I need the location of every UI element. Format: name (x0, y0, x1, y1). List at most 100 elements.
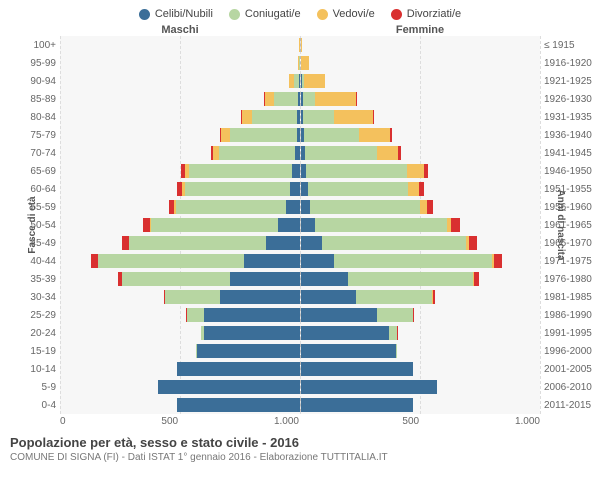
bar-segment (301, 236, 323, 250)
birth-label: 1921-1925 (544, 76, 598, 87)
bar-segment (204, 308, 300, 322)
bar-segment (230, 128, 297, 142)
bar-segment (177, 362, 299, 376)
bar-segment (266, 236, 300, 250)
bar-segment (265, 92, 275, 106)
birth-label: 1936-1940 (544, 130, 598, 141)
bar-segment (177, 398, 299, 412)
pyramid-row: 45-491966-1970 (60, 234, 540, 252)
bar-female (301, 362, 541, 376)
bar-male (60, 272, 301, 286)
bar-male (60, 128, 301, 142)
age-label: 70-74 (20, 148, 56, 159)
pyramid-row: 95-991916-1920 (60, 54, 540, 72)
xaxis-female: 05001.000 (300, 416, 540, 427)
bar-female (301, 308, 541, 322)
bar-segment (301, 362, 414, 376)
header-male: Maschi (60, 24, 300, 36)
bar-female (301, 110, 541, 124)
bar-segment (204, 326, 300, 340)
gridline (540, 36, 541, 414)
bar-male (60, 326, 301, 340)
bar-segment (185, 182, 290, 196)
bar-segment (122, 236, 129, 250)
pyramid-row: 85-891926-1930 (60, 90, 540, 108)
birth-label: 1961-1965 (544, 220, 598, 231)
bar-segment (252, 110, 298, 124)
legend-swatch (391, 9, 402, 20)
birth-label: 2001-2005 (544, 364, 598, 375)
pyramid-row: 0-42011-2015 (60, 396, 540, 414)
bar-segment (305, 146, 377, 160)
bar-segment (301, 218, 315, 232)
bar-segment (373, 110, 374, 124)
bar-female (301, 200, 541, 214)
bar-segment (424, 164, 428, 178)
bar-segment (122, 272, 230, 286)
legend: Celibi/NubiliConiugati/eVedovi/eDivorzia… (0, 0, 600, 24)
bar-male (60, 200, 301, 214)
pyramid-row: 15-191996-2000 (60, 342, 540, 360)
bar-female (301, 398, 541, 412)
bar-segment (301, 344, 397, 358)
bar-segment (433, 290, 435, 304)
birth-label: 1966-1970 (544, 238, 598, 249)
pyramid-row: 40-441971-1975 (60, 252, 540, 270)
bar-segment (295, 146, 299, 160)
bar-segment (334, 254, 492, 268)
pyramid-row: 25-291986-1990 (60, 306, 540, 324)
bar-male (60, 362, 301, 376)
bar-female (301, 146, 541, 160)
birth-label: 1981-1985 (544, 292, 598, 303)
bar-segment (158, 380, 299, 394)
bar-segment (419, 182, 424, 196)
bar-segment (334, 110, 372, 124)
bar-segment (165, 290, 220, 304)
bar-male (60, 146, 301, 160)
bar-female (301, 236, 541, 250)
pyramid-row: 90-941921-1925 (60, 72, 540, 90)
bar-female (301, 92, 541, 106)
bar-segment (356, 92, 357, 106)
bar-segment (474, 272, 479, 286)
bar-segment (301, 290, 356, 304)
bar-segment (151, 218, 278, 232)
birth-label: 1946-1950 (544, 166, 598, 177)
bar-segment (220, 290, 299, 304)
bar-male (60, 92, 301, 106)
bar-female (301, 74, 541, 88)
bar-male (60, 110, 301, 124)
birth-label: 2011-2015 (544, 400, 598, 411)
age-label: 5-9 (20, 382, 56, 393)
bar-segment (176, 200, 286, 214)
bar-female (301, 128, 541, 142)
pyramid-row: 30-341981-1985 (60, 288, 540, 306)
bar-segment (242, 110, 252, 124)
bar-segment (301, 272, 349, 286)
age-label: 95-99 (20, 58, 56, 69)
pyramid-row: 75-791936-1940 (60, 126, 540, 144)
bar-segment (315, 218, 447, 232)
bar-segment (187, 308, 204, 322)
bar-segment (308, 182, 409, 196)
bar-female (301, 38, 541, 52)
birth-label: 1916-1920 (544, 58, 598, 69)
legend-item: Vedovi/e (317, 8, 375, 20)
bar-segment (301, 308, 378, 322)
chart-subtitle: COMUNE DI SIGNA (FI) - Dati ISTAT 1° gen… (0, 452, 600, 463)
bar-segment (301, 182, 308, 196)
bar-segment (301, 326, 390, 340)
legend-item: Coniugati/e (229, 8, 301, 20)
bar-segment (274, 92, 298, 106)
gender-headers: Maschi Femmine (0, 24, 600, 36)
birth-label: 1931-1935 (544, 112, 598, 123)
pyramid-row: 10-142001-2005 (60, 360, 540, 378)
bar-segment (286, 200, 299, 214)
xtick: 1.000 (274, 416, 299, 427)
legend-item: Celibi/Nubili (139, 8, 213, 20)
bar-segment (301, 56, 308, 70)
birth-label: 1986-1990 (544, 310, 598, 321)
age-label: 45-49 (20, 238, 56, 249)
bar-segment (299, 56, 300, 70)
bar-female (301, 254, 541, 268)
